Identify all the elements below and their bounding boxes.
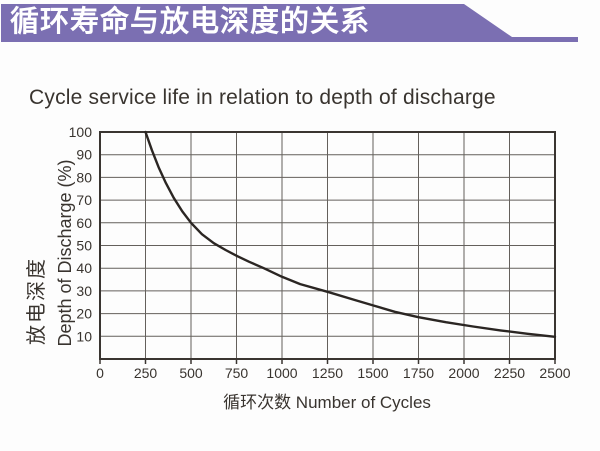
cycle-life-chart: 0 250 500 750 1000 1250 1500 1750 2000 2250 2500 1… [25, 124, 571, 412]
cycle-life-curve [144, 130, 557, 338]
x-axis-title: 循环次数 Number of Cycles [223, 393, 431, 412]
y-tick-label: 100 [69, 124, 93, 140]
page-title: 循环寿命与放电深度的关系 [10, 6, 371, 38]
y-tick-label: 60 [76, 215, 92, 231]
x-tick-label: 2500 [539, 365, 570, 381]
x-tick-label: 1250 [312, 365, 343, 381]
plot-border [99, 131, 556, 360]
y-tick-label: 90 [76, 147, 92, 163]
x-tick-label: 0 [96, 365, 104, 381]
x-tick-label: 1000 [266, 365, 297, 381]
y-tick-labels: 10 20 30 40 50 60 70 80 90 100 [69, 124, 93, 344]
y-tick-label: 40 [76, 260, 92, 276]
x-tick-label: 2000 [448, 365, 479, 381]
x-tick-label: 250 [134, 365, 158, 381]
x-tick-label: 1500 [357, 365, 388, 381]
y-tick-label: 80 [76, 169, 92, 185]
header-banner: 循环寿命与放电深度的关系 [1, 4, 578, 42]
y-tick-label: 70 [76, 192, 92, 208]
x-tick-labels: 0 250 500 750 1000 1250 1500 1750 2000 2250 2500 [96, 365, 571, 381]
x-tick-label: 2250 [494, 365, 525, 381]
y-tick-label: 30 [76, 283, 92, 299]
chart-title: Cycle service life in relation to depth … [29, 86, 496, 109]
y-axis-title-zh: 放电深度 [25, 257, 48, 345]
gridlines [100, 132, 555, 359]
x-tick-label: 1750 [403, 365, 434, 381]
y-tick-label: 10 [76, 328, 92, 344]
y-tick-label: 20 [76, 306, 92, 322]
y-tick-label: 50 [76, 238, 92, 254]
y-axis-title-en: Depth of Discharge (%) [55, 159, 75, 346]
x-tick-label: 750 [225, 365, 249, 381]
x-tick-label: 500 [179, 365, 203, 381]
